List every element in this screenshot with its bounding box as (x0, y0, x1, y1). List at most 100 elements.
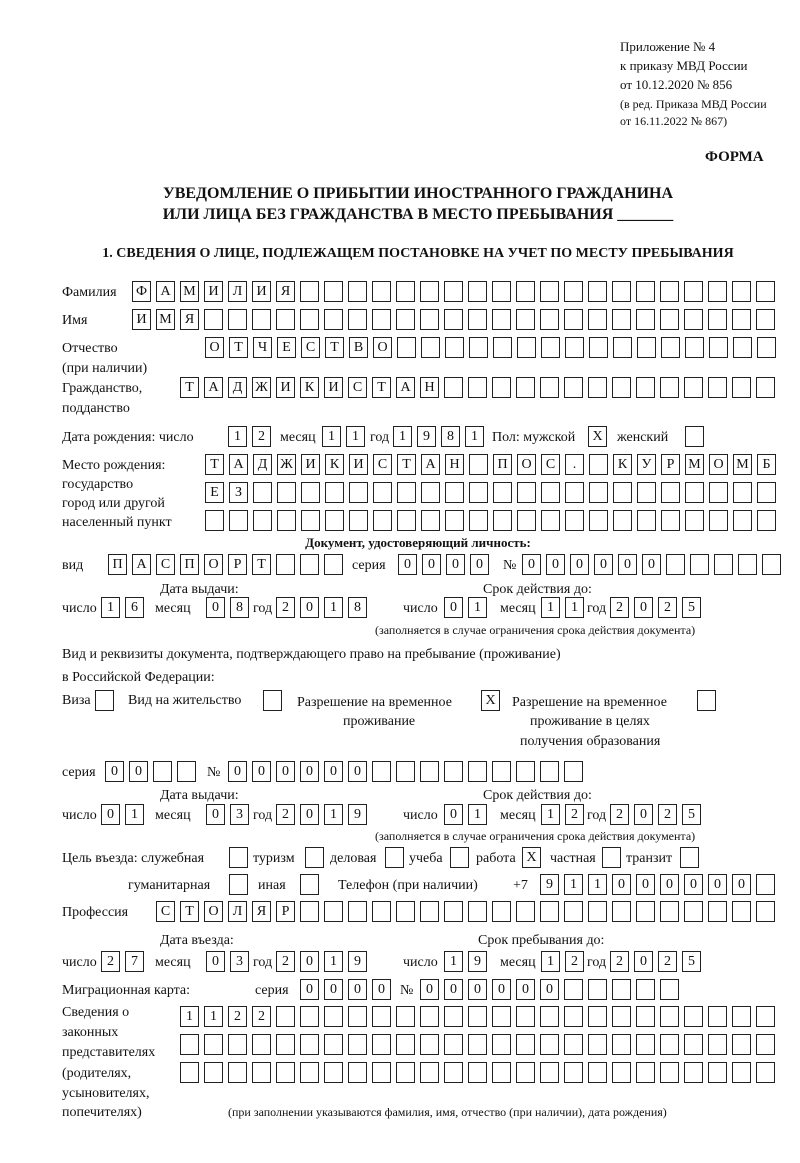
char-cell[interactable] (444, 1006, 463, 1027)
char-cell[interactable]: 8 (441, 426, 460, 447)
char-cell[interactable] (762, 554, 781, 575)
char-cell[interactable]: 0 (105, 761, 124, 782)
char-cell[interactable]: 1 (444, 951, 463, 972)
char-cell[interactable] (660, 281, 679, 302)
char-cell[interactable] (685, 510, 704, 531)
char-cell[interactable] (300, 554, 319, 575)
char-cell[interactable]: Р (276, 901, 295, 922)
char-cell[interactable] (540, 761, 559, 782)
char-cell[interactable] (300, 1062, 319, 1083)
char-cell[interactable] (636, 1062, 655, 1083)
char-cell[interactable] (469, 482, 488, 503)
char-cell[interactable] (277, 482, 296, 503)
char-cell[interactable] (420, 309, 439, 330)
char-cell[interactable]: 1 (541, 804, 560, 825)
char-cell[interactable] (396, 761, 415, 782)
char-cell[interactable]: Я (180, 309, 199, 330)
char-cell[interactable] (153, 761, 172, 782)
char-cell[interactable] (661, 482, 680, 503)
char-cell[interactable] (709, 337, 728, 358)
char-cell[interactable]: 0 (522, 554, 541, 575)
char-cell[interactable] (517, 337, 536, 358)
char-cell[interactable]: О (373, 337, 392, 358)
char-cell[interactable] (492, 761, 511, 782)
char-cell[interactable]: М (733, 454, 752, 475)
char-cell[interactable] (660, 377, 679, 398)
char-cell[interactable] (468, 761, 487, 782)
char-cell[interactable]: 6 (125, 597, 144, 618)
char-cell[interactable] (397, 482, 416, 503)
char-cell[interactable] (756, 309, 775, 330)
char-cell[interactable]: 3 (230, 804, 249, 825)
char-cell[interactable] (612, 281, 631, 302)
char-cell[interactable] (732, 309, 751, 330)
char-cell[interactable] (492, 1062, 511, 1083)
char-cell[interactable] (276, 1006, 295, 1027)
char-cell[interactable] (444, 281, 463, 302)
char-cell[interactable] (420, 1062, 439, 1083)
char-cell[interactable] (420, 281, 439, 302)
char-cell[interactable] (565, 482, 584, 503)
char-cell[interactable] (253, 482, 272, 503)
char-cell[interactable]: Т (180, 901, 199, 922)
char-cell[interactable] (516, 1006, 535, 1027)
char-cell[interactable]: Е (277, 337, 296, 358)
char-cell[interactable] (420, 761, 439, 782)
char-cell[interactable] (517, 482, 536, 503)
char-cell[interactable]: Ч (253, 337, 272, 358)
char-cell[interactable]: 3 (230, 951, 249, 972)
char-cell[interactable]: 1 (125, 804, 144, 825)
char-cell[interactable]: 0 (300, 761, 319, 782)
char-cell[interactable] (420, 901, 439, 922)
char-cell[interactable] (589, 337, 608, 358)
char-cell[interactable] (276, 1062, 295, 1083)
char-cell[interactable]: 0 (252, 761, 271, 782)
char-cell[interactable] (396, 1034, 415, 1055)
char-cell[interactable] (180, 1062, 199, 1083)
char-cell[interactable] (756, 281, 775, 302)
char-cell[interactable] (252, 1034, 271, 1055)
checkbox[interactable] (680, 847, 699, 868)
char-cell[interactable] (613, 510, 632, 531)
char-cell[interactable] (684, 901, 703, 922)
checkbox[interactable] (229, 847, 248, 868)
char-cell[interactable] (684, 1034, 703, 1055)
char-cell[interactable] (564, 309, 583, 330)
char-cell[interactable] (348, 281, 367, 302)
char-cell[interactable] (660, 979, 679, 1000)
checkbox[interactable] (263, 690, 282, 711)
char-cell[interactable]: 9 (348, 804, 367, 825)
char-cell[interactable] (396, 309, 415, 330)
char-cell[interactable] (612, 1062, 631, 1083)
char-cell[interactable]: 0 (324, 979, 343, 1000)
char-cell[interactable] (492, 281, 511, 302)
char-cell[interactable]: О (204, 554, 223, 575)
char-cell[interactable]: 0 (684, 874, 703, 895)
checkbox[interactable]: X (481, 690, 500, 711)
char-cell[interactable]: 1 (541, 597, 560, 618)
char-cell[interactable] (684, 281, 703, 302)
char-cell[interactable] (253, 510, 272, 531)
char-cell[interactable]: М (180, 281, 199, 302)
char-cell[interactable] (612, 309, 631, 330)
char-cell[interactable] (540, 281, 559, 302)
char-cell[interactable]: У (637, 454, 656, 475)
char-cell[interactable]: 0 (470, 554, 489, 575)
char-cell[interactable] (588, 309, 607, 330)
char-cell[interactable]: 1 (324, 597, 343, 618)
char-cell[interactable]: И (204, 281, 223, 302)
char-cell[interactable]: 0 (228, 761, 247, 782)
char-cell[interactable]: 0 (634, 951, 653, 972)
char-cell[interactable] (564, 979, 583, 1000)
char-cell[interactable]: С (541, 454, 560, 475)
char-cell[interactable] (540, 309, 559, 330)
checkbox[interactable] (602, 847, 621, 868)
char-cell[interactable] (732, 377, 751, 398)
char-cell[interactable]: 1 (465, 426, 484, 447)
char-cell[interactable] (420, 1006, 439, 1027)
char-cell[interactable]: 0 (324, 761, 343, 782)
char-cell[interactable]: П (180, 554, 199, 575)
char-cell[interactable] (468, 1062, 487, 1083)
char-cell[interactable]: 0 (398, 554, 417, 575)
char-cell[interactable]: 9 (348, 951, 367, 972)
